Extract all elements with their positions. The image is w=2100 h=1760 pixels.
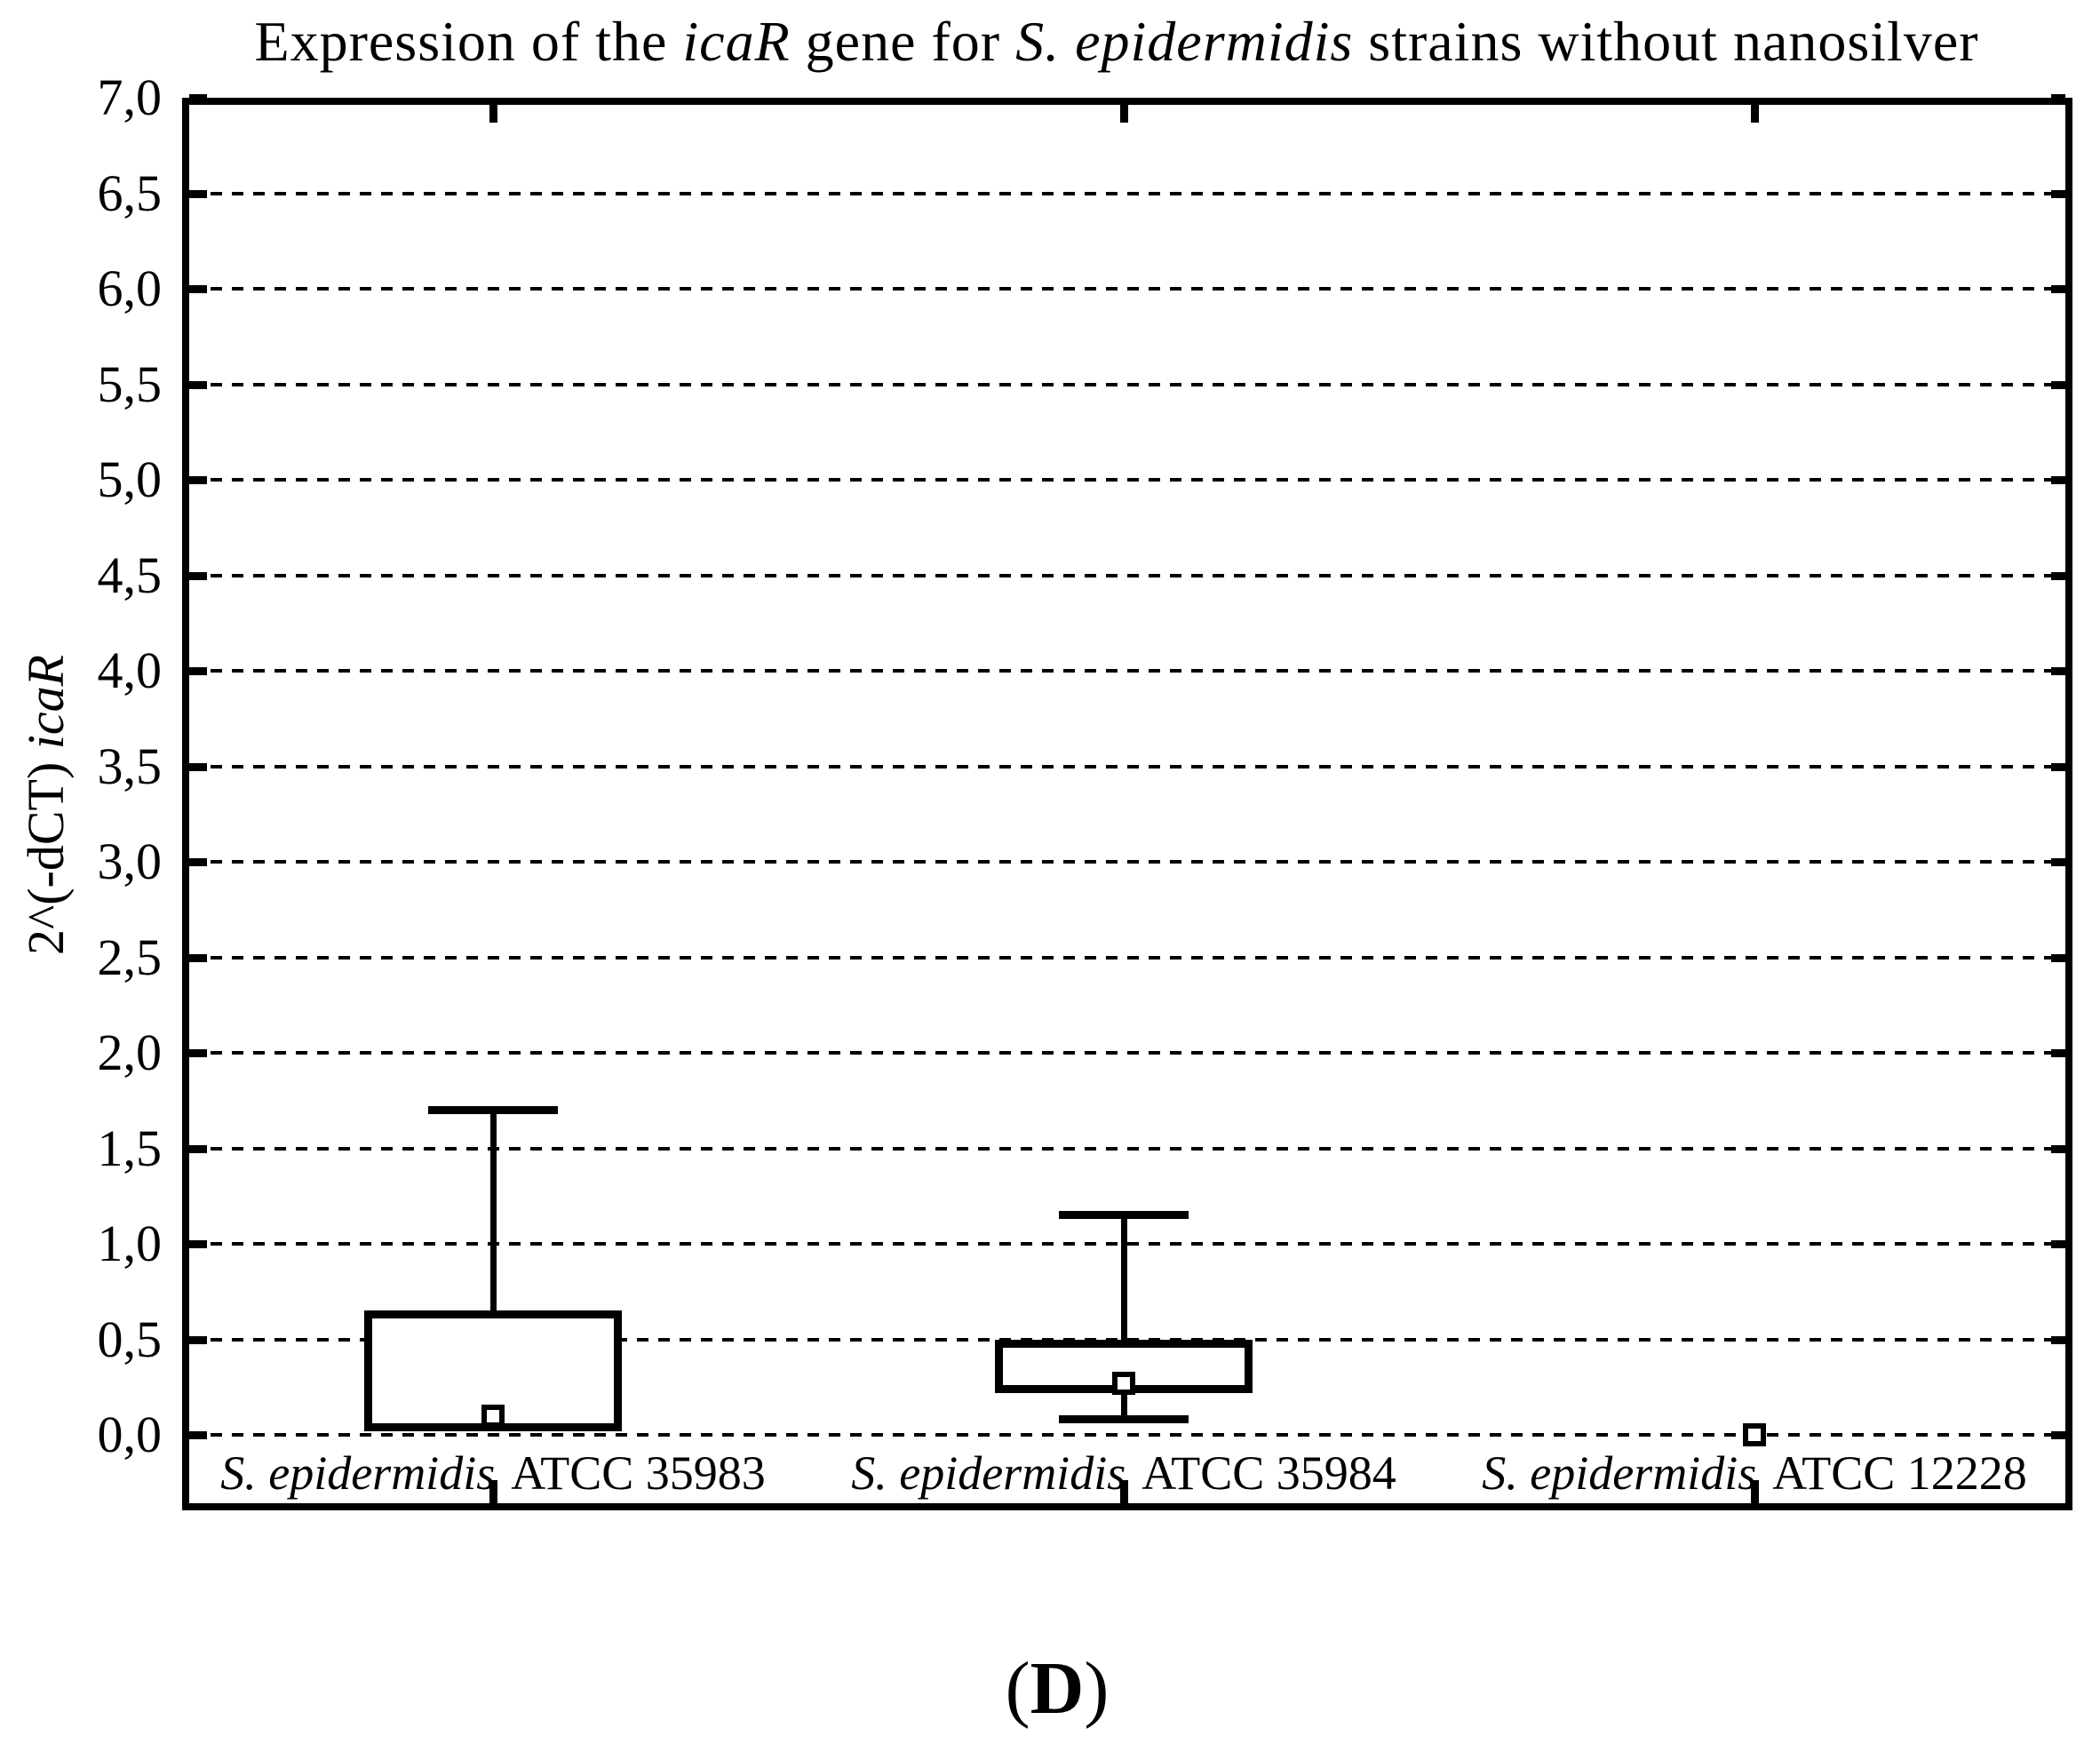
y-gridline: [189, 382, 2065, 386]
y-gridline: [189, 669, 2065, 673]
y-axis-tick-left: [189, 1240, 207, 1248]
y-axis-tick-right: [2051, 94, 2065, 102]
species-name: S. epidermidis: [220, 1446, 496, 1500]
text-part: ): [1084, 1647, 1110, 1730]
strain-id: ATCC 12228: [1772, 1446, 2027, 1500]
text-part: gene for: [790, 10, 1016, 73]
text-part: S. epidermidis: [1015, 10, 1354, 73]
y-gridline: [189, 1146, 2065, 1151]
y-tick-label: 5,5: [97, 354, 163, 413]
median-marker: [1743, 1423, 1766, 1446]
y-axis-tick-right: [2051, 189, 2065, 198]
y-tick-label: 0,5: [97, 1310, 163, 1368]
y-axis-tick-right: [2051, 380, 2065, 389]
y-gridline: [189, 764, 2065, 769]
y-axis-tick-left: [189, 94, 207, 102]
y-tick-label: 2,0: [97, 1023, 163, 1081]
median-marker: [481, 1404, 505, 1428]
x-axis-tick-bottom: [1751, 1480, 1759, 1503]
text-part: (: [1005, 1647, 1030, 1730]
text-part: strains without nanosilver: [1353, 10, 1979, 73]
chart-title: Expression of the icaR gene for S. epide…: [133, 9, 2100, 75]
plot-area: [182, 98, 2072, 1510]
y-gridline: [189, 573, 2065, 577]
y-tick-label: 3,0: [97, 832, 163, 890]
y-tick-label: 5,0: [97, 450, 163, 508]
y-axis-tick-right: [2051, 285, 2065, 293]
y-axis-tick-right: [2051, 1431, 2065, 1439]
text-part: D: [1030, 1647, 1085, 1730]
y-tick-label: 7,0: [97, 68, 163, 126]
y-tick-label: 3,5: [97, 737, 163, 795]
category-label: S. epidermidis ATCC 35983: [220, 1448, 766, 1498]
y-axis-tick-left: [189, 953, 207, 962]
x-axis-tick-top: [1120, 105, 1128, 123]
strain-id: ATCC 35983: [511, 1446, 766, 1500]
y-axis-title: 2^(-dCT) icaR: [16, 655, 76, 955]
lower-whisker-cap: [1059, 1415, 1189, 1424]
y-axis-tick-right: [2051, 571, 2065, 580]
y-gridline: [189, 955, 2065, 960]
y-axis-tick-right: [2051, 858, 2065, 866]
y-gridline: [189, 1242, 2065, 1246]
text-part: Expression of the: [254, 10, 683, 73]
y-axis-tick-right: [2051, 1240, 2065, 1248]
y-tick-label: 0,0: [97, 1406, 163, 1463]
y-axis-tick-right: [2051, 1335, 2065, 1344]
y-axis-tick-left: [189, 380, 207, 389]
y-axis-tick-right: [2051, 762, 2065, 771]
species-name: S. epidermidis: [1482, 1446, 1757, 1500]
upper-whisker: [489, 1110, 497, 1311]
strain-id: ATCC 35984: [1141, 1446, 1396, 1500]
y-axis-tick-right: [2051, 1144, 2065, 1153]
panel-label: (D): [1006, 1645, 1110, 1732]
species-name: S. epidermidis: [851, 1446, 1126, 1500]
x-axis-tick-bottom: [489, 1480, 497, 1503]
y-tick-label: 1,5: [97, 1119, 163, 1177]
y-axis-tick-left: [189, 285, 207, 293]
y-axis-tick-right: [2051, 1049, 2065, 1057]
x-axis-tick-bottom: [1120, 1480, 1128, 1503]
y-gridline: [189, 478, 2065, 482]
y-tick-label: 2,5: [97, 928, 163, 986]
category-label: S. epidermidis ATCC 12228: [1482, 1448, 2027, 1498]
y-axis-tick-left: [189, 1049, 207, 1057]
y-gridline: [189, 860, 2065, 864]
y-axis-tick-left: [189, 1431, 207, 1439]
y-gridline: [189, 1051, 2065, 1055]
y-tick-label: 6,5: [97, 163, 163, 222]
y-axis-tick-left: [189, 1335, 207, 1344]
y-tick-label: 4,0: [97, 641, 163, 699]
x-axis-tick-top: [489, 105, 497, 123]
y-axis-tick-left: [189, 189, 207, 198]
y-tick-label: 6,0: [97, 259, 163, 317]
y-gridline: [189, 287, 2065, 291]
y-axis-tick-right: [2051, 953, 2065, 962]
upper-whisker-cap: [428, 1106, 558, 1114]
y-axis-tick-left: [189, 571, 207, 580]
y-axis-tick-left: [189, 762, 207, 771]
median-marker: [1112, 1371, 1135, 1395]
y-axis-tick-right: [2051, 667, 2065, 675]
y-tick-label: 4,5: [97, 546, 163, 604]
y-axis-tick-left: [189, 1144, 207, 1153]
y-axis-tick-left: [189, 858, 207, 866]
y-axis-tick-left: [189, 476, 207, 484]
y-gridline: [189, 1433, 2065, 1437]
text-part: icaR: [682, 10, 791, 73]
y-axis-tick-right: [2051, 476, 2065, 484]
y-tick-label: 1,0: [97, 1214, 163, 1272]
lower-whisker: [1120, 1392, 1127, 1420]
upper-whisker-cap: [1059, 1211, 1189, 1220]
y-gridline: [189, 191, 2065, 195]
upper-whisker: [1120, 1214, 1127, 1340]
x-axis-tick-top: [1751, 105, 1759, 123]
category-label: S. epidermidis ATCC 35984: [851, 1448, 1396, 1498]
y-axis-tick-left: [189, 667, 207, 675]
